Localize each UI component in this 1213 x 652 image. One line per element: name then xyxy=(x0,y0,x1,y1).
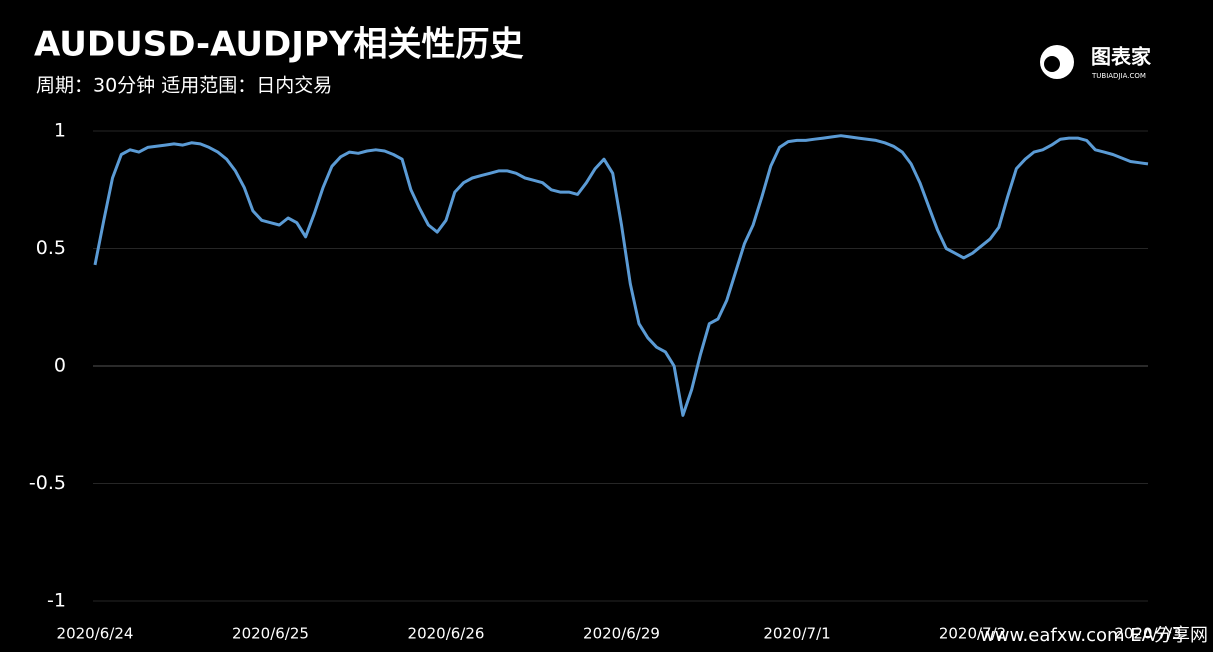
y-tick-label: -1 xyxy=(47,590,66,612)
x-tick-label: 2020/7/3 xyxy=(1114,625,1181,643)
y-tick-label: 1 xyxy=(54,120,66,142)
x-tick-label: 2020/6/26 xyxy=(408,625,485,643)
x-tick-label: 2020/7/1 xyxy=(763,625,830,643)
x-tick-label: 2020/7/2 xyxy=(939,625,1006,643)
chart-title: AUDUSD-AUDJPY相关性历史 xyxy=(34,25,523,65)
logo-name: 图表家 xyxy=(1091,45,1152,69)
x-tick-label: 2020/6/24 xyxy=(57,625,134,643)
logo-icon-inner xyxy=(1044,56,1060,72)
y-tick-label: 0.5 xyxy=(36,237,66,259)
watermark: www.eafxw.com EA分享网 xyxy=(980,625,1208,646)
y-tick-label: 0 xyxy=(54,355,66,377)
logo-site: TUBIADJIA.COM xyxy=(1091,72,1146,80)
y-tick-label: -0.5 xyxy=(29,472,66,494)
x-tick-label: 2020/6/29 xyxy=(583,625,660,643)
data-line xyxy=(93,134,1149,417)
chart-subtitle: 周期：30分钟 适用范围：日内交易 xyxy=(36,75,332,97)
x-tick-label: 2020/6/25 xyxy=(232,625,309,643)
